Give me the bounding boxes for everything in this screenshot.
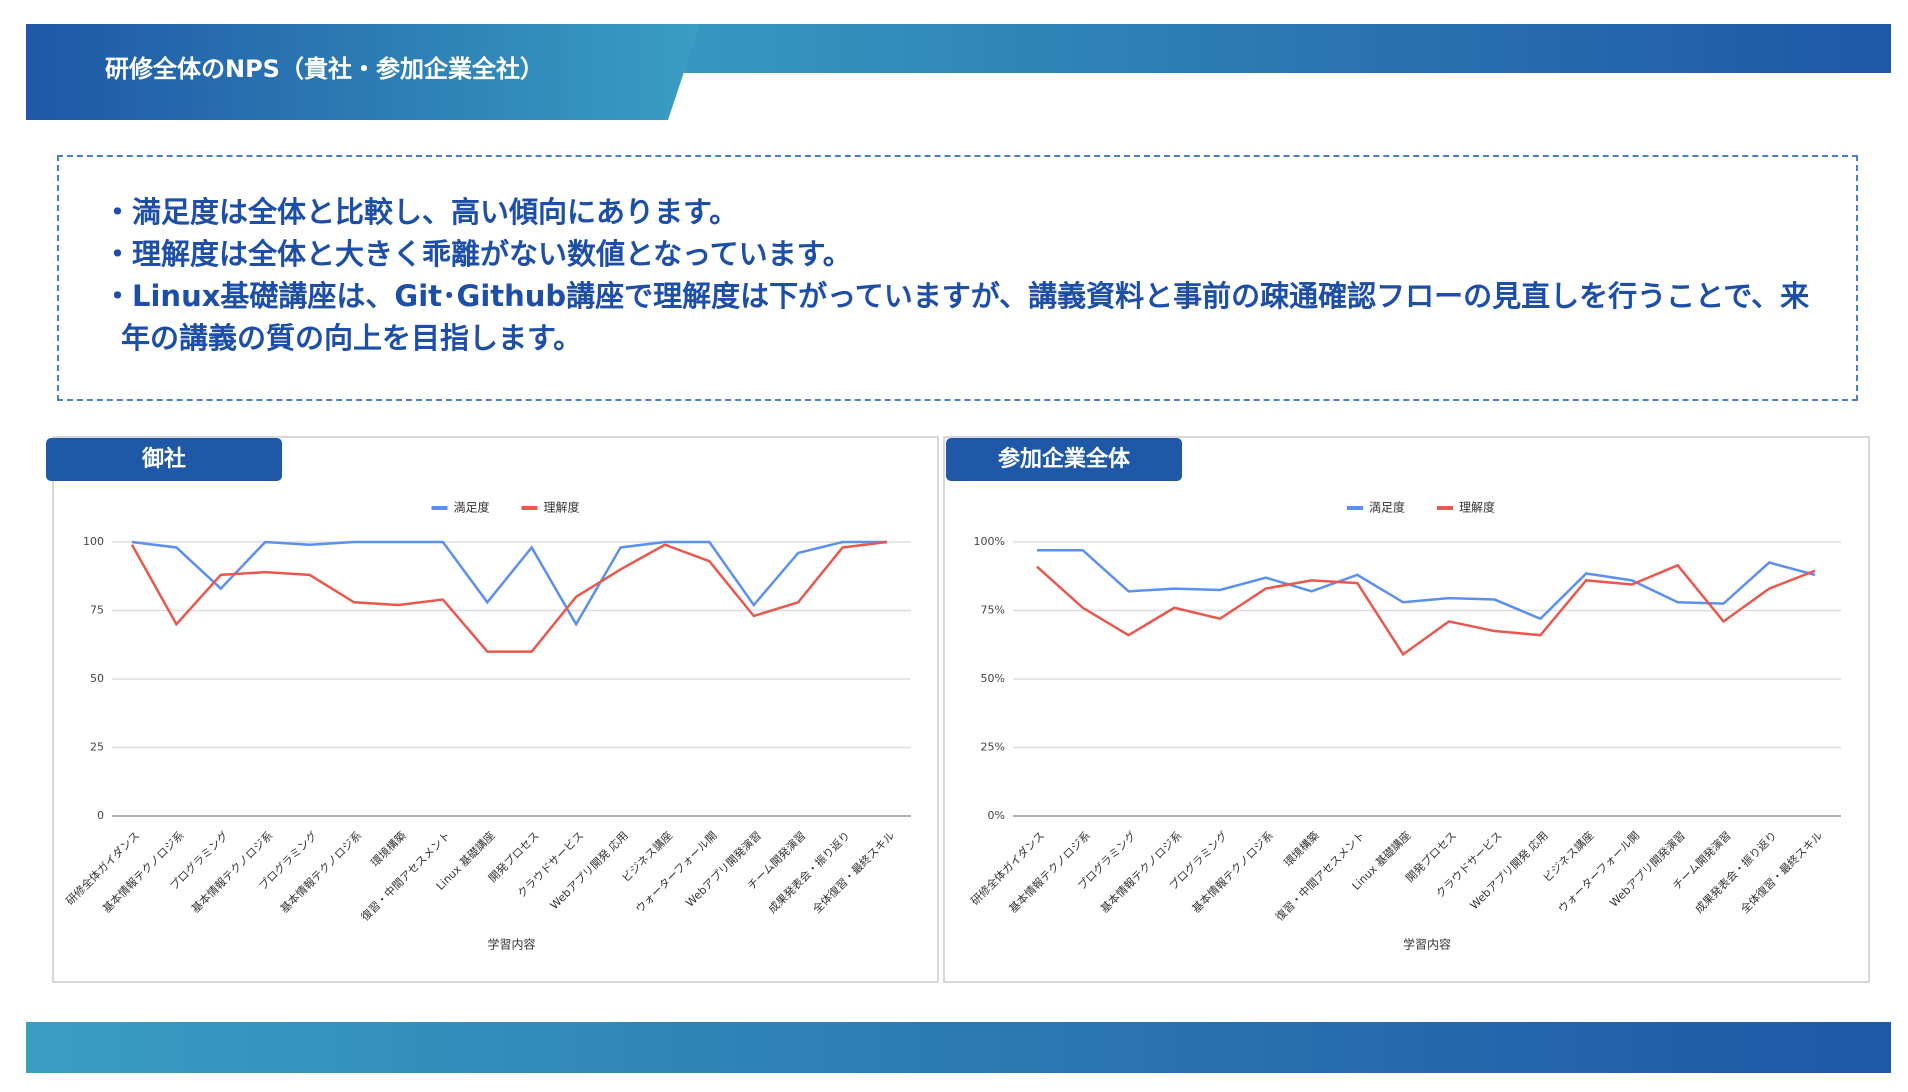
- y-tick-label: 0: [97, 809, 104, 822]
- legend-label: 満足度: [454, 500, 490, 515]
- y-tick-label: 50: [90, 672, 104, 685]
- x-axis-label: 学習内容: [1403, 937, 1451, 952]
- legend-label: 理解度: [1459, 500, 1495, 515]
- note: ・Linux基礎講座は、Git･Github講座で理解度は下がっていますが、講義…: [103, 279, 1810, 355]
- chart-title: 御社: [141, 446, 186, 472]
- x-axis-label: 学習内容: [487, 937, 535, 952]
- note: ・理解度は全体と大きく乖離がない数値となっています。: [103, 237, 852, 271]
- chart-title: 参加企業全体: [998, 446, 1131, 472]
- header-title: 研修全体のNPS（貴社・参加企業全社）: [105, 55, 544, 83]
- y-tick-label: 75%: [981, 604, 1005, 617]
- footer-band: [26, 1022, 1891, 1073]
- y-tick-label: 100%: [974, 535, 1005, 548]
- header-band: [560, 24, 1891, 73]
- legend-label: 理解度: [544, 500, 580, 515]
- chart-panel: [52, 436, 939, 983]
- y-tick-label: 50%: [981, 672, 1005, 685]
- chart-tab: [946, 438, 1182, 481]
- y-tick-label: 100: [83, 535, 104, 548]
- header-shape: [26, 24, 700, 120]
- notes-box: ・満足度は全体と比較し、高い傾向にあります。 ・理解度は全体と大きく乖離がない数…: [57, 155, 1858, 401]
- series-line: [130, 540, 888, 653]
- legend-label: 満足度: [1369, 500, 1405, 515]
- note: ・満足度は全体と比較し、高い傾向にあります。: [103, 195, 739, 229]
- series-line: [1036, 563, 1816, 657]
- y-tick-label: 25%: [981, 741, 1005, 754]
- y-tick-label: 0%: [988, 809, 1005, 822]
- y-tick-label: 25: [90, 741, 104, 754]
- series-line: [131, 540, 887, 627]
- chart-tab: [46, 438, 282, 481]
- y-tick-label: 75: [90, 604, 104, 617]
- chart-panel: [943, 436, 1870, 983]
- series-line: [1037, 548, 1816, 621]
